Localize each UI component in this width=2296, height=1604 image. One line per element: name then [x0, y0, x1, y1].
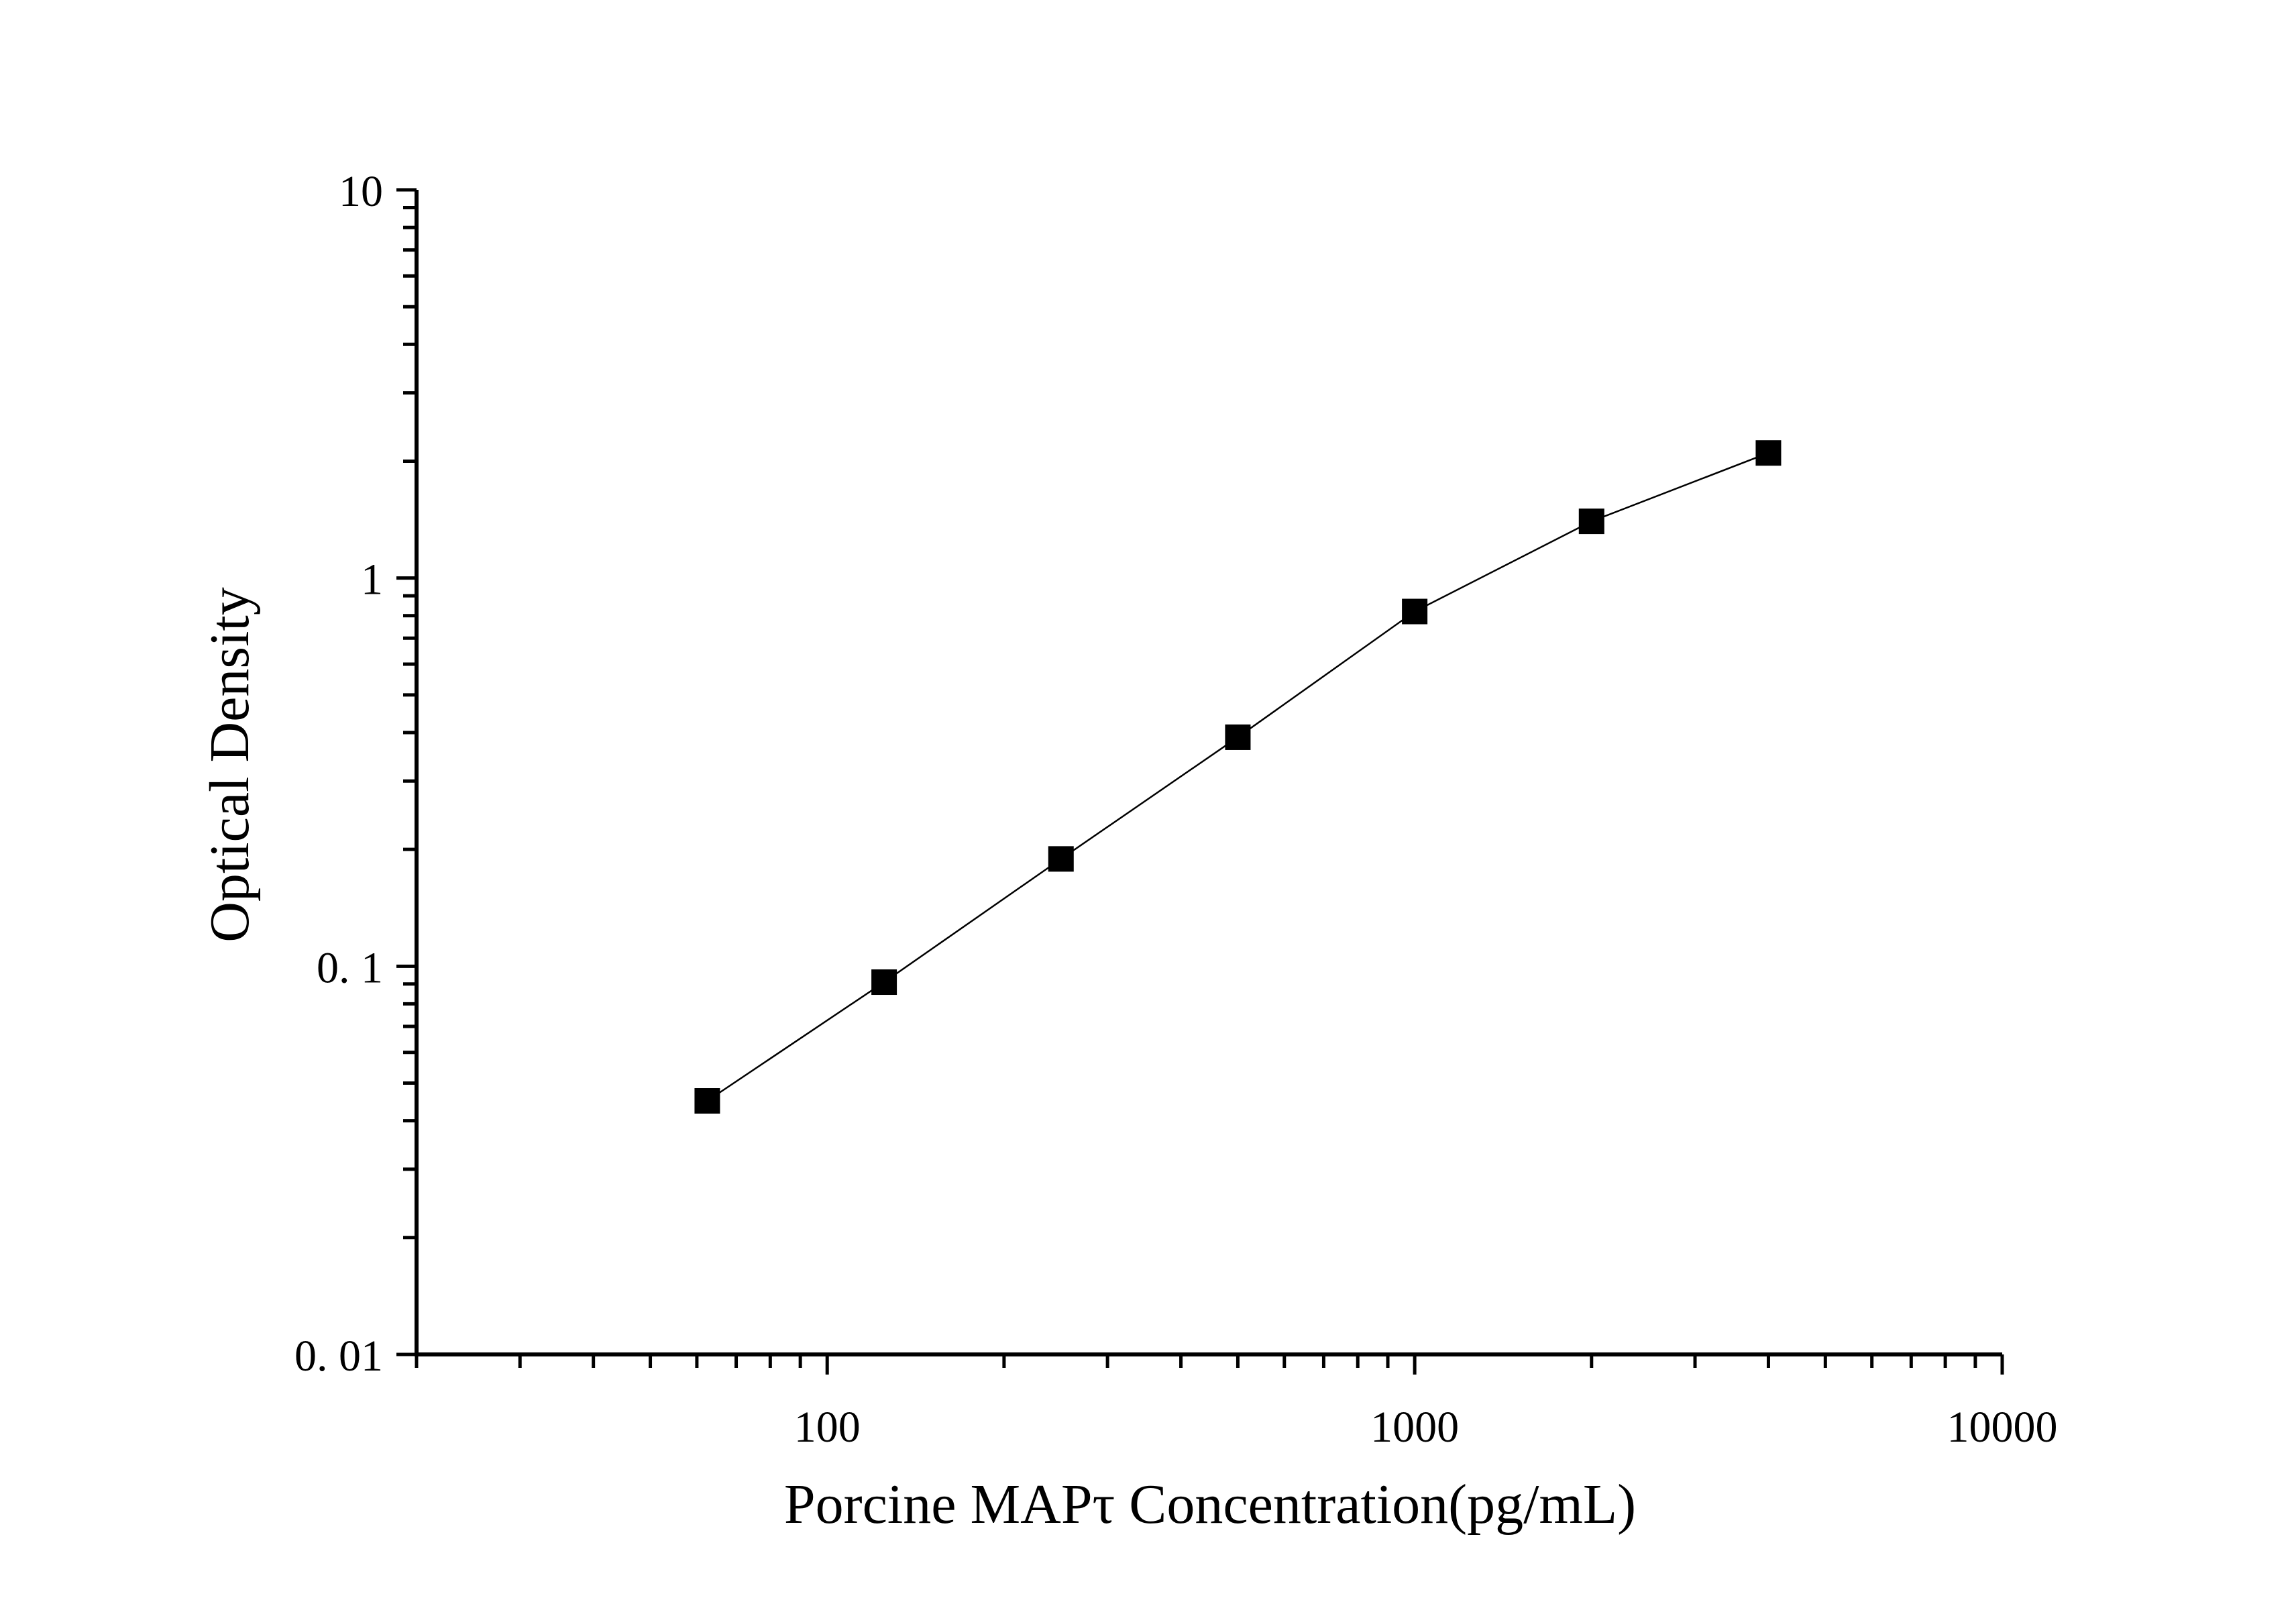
y-tick-label: 0. 01 — [294, 1332, 383, 1381]
axes — [415, 190, 2002, 1356]
data-point-marker — [1225, 724, 1251, 750]
y-axis-label: Optical Density — [199, 587, 261, 943]
x-tick-label: 100 — [794, 1403, 861, 1452]
ticks: 100 1000 10000 0. 01 0. 1 1 10 — [294, 167, 2058, 1452]
series-line — [706, 452, 1769, 1102]
x-axis-label: Porcine MAPτ Concentration(pg/mL) — [784, 1473, 1636, 1536]
data-point-marker — [694, 1088, 720, 1114]
x-tick-label: 10000 — [1947, 1403, 2058, 1452]
y-tick-label: 0. 1 — [317, 943, 383, 992]
data-point-marker — [871, 969, 897, 996]
data-point-marker — [1578, 509, 1604, 535]
y-tick-label: 10 — [339, 167, 383, 216]
data-point-marker — [1048, 846, 1074, 872]
data-point-marker — [1755, 440, 1782, 466]
data-point-marker — [1402, 598, 1428, 625]
x-tick-label: 1000 — [1370, 1403, 1459, 1452]
series — [694, 440, 1782, 1114]
y-tick-label: 1 — [361, 555, 383, 604]
